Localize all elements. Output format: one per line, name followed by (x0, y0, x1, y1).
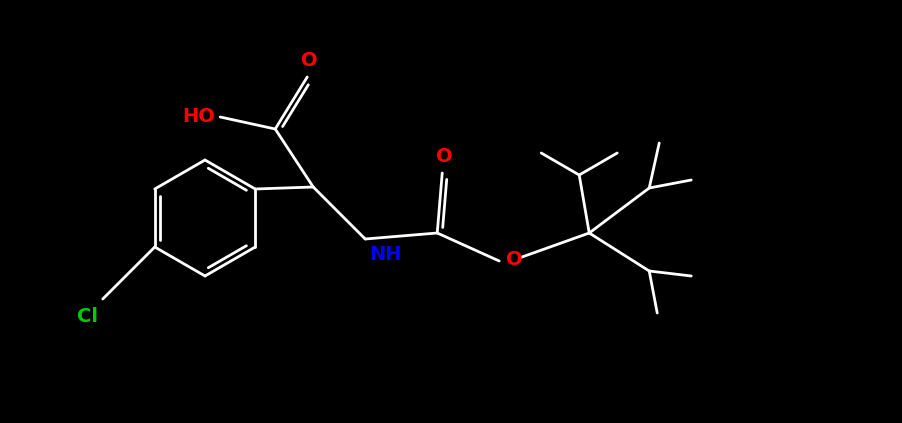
Text: O: O (436, 147, 453, 166)
Text: NH: NH (369, 245, 401, 264)
Text: O: O (506, 250, 523, 269)
Text: O: O (301, 51, 318, 70)
Text: HO: HO (182, 107, 216, 126)
Text: Cl: Cl (77, 307, 97, 326)
